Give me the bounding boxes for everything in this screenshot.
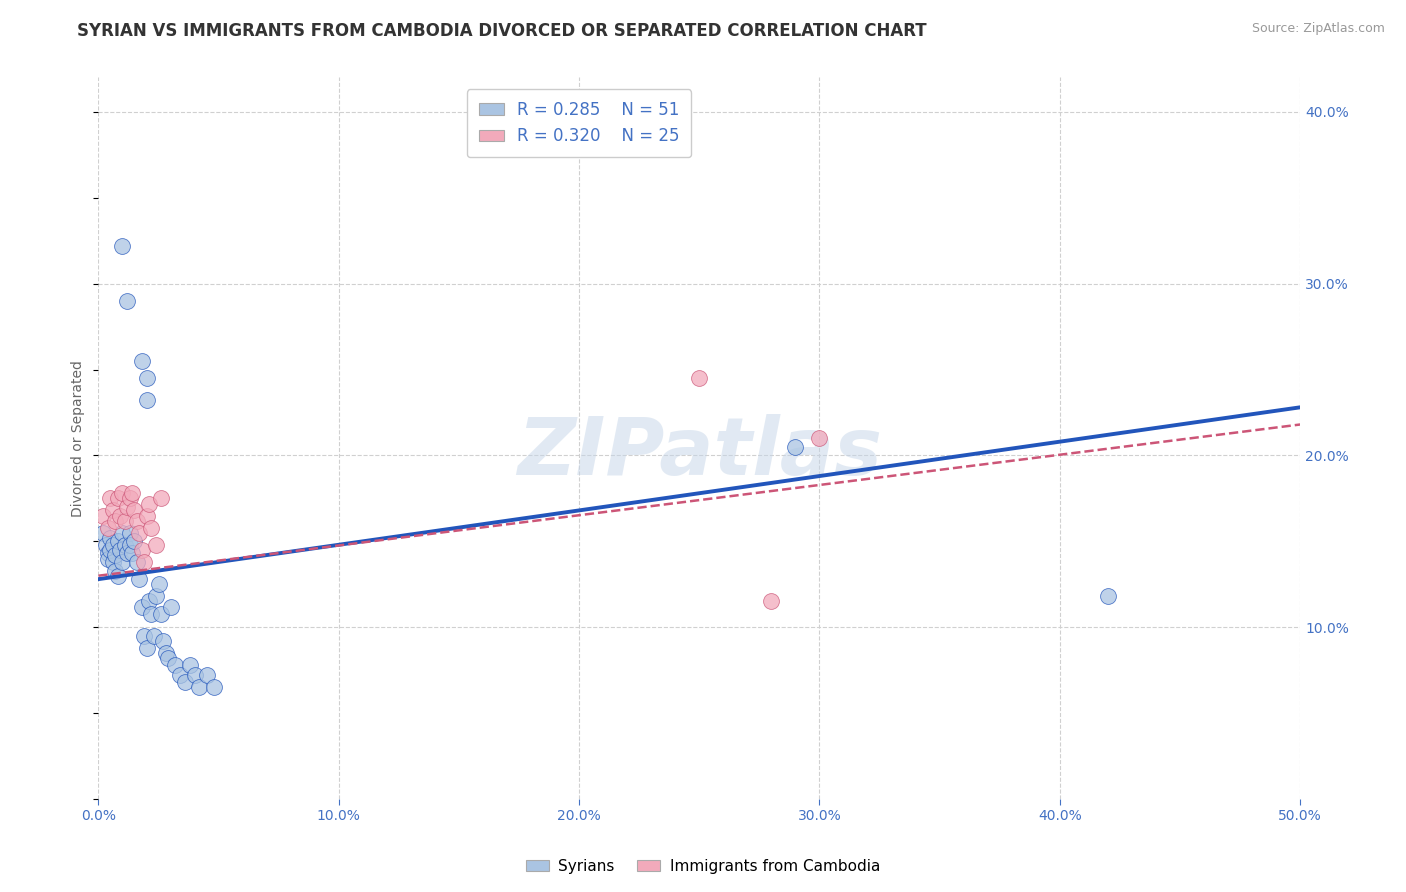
- Legend: R = 0.285    N = 51, R = 0.320    N = 25: R = 0.285 N = 51, R = 0.320 N = 25: [467, 89, 692, 157]
- Text: SYRIAN VS IMMIGRANTS FROM CAMBODIA DIVORCED OR SEPARATED CORRELATION CHART: SYRIAN VS IMMIGRANTS FROM CAMBODIA DIVOR…: [77, 22, 927, 40]
- Point: [111, 239, 134, 253]
- Text: ZIPatlas: ZIPatlas: [517, 414, 882, 491]
- Point: [1097, 590, 1119, 604]
- Point: [94, 538, 117, 552]
- Point: [149, 491, 172, 506]
- Point: [114, 514, 136, 528]
- Point: [128, 572, 150, 586]
- Point: [138, 594, 160, 608]
- Point: [101, 503, 124, 517]
- Point: [108, 508, 131, 523]
- Point: [111, 486, 134, 500]
- Point: [159, 599, 181, 614]
- Point: [142, 629, 165, 643]
- Point: [152, 634, 174, 648]
- Point: [183, 668, 205, 682]
- Point: [97, 520, 120, 534]
- Point: [125, 555, 148, 569]
- Point: [145, 590, 167, 604]
- Point: [138, 497, 160, 511]
- Point: [100, 491, 122, 506]
- Point: [101, 555, 124, 569]
- Point: [131, 354, 153, 368]
- Point: [808, 431, 831, 445]
- Point: [195, 668, 218, 682]
- Point: [135, 640, 157, 655]
- Point: [114, 538, 136, 552]
- Point: [125, 514, 148, 528]
- Point: [124, 503, 146, 517]
- Y-axis label: Divorced or Separated: Divorced or Separated: [72, 359, 86, 516]
- Point: [124, 534, 146, 549]
- Point: [118, 491, 141, 506]
- Point: [91, 508, 114, 523]
- Point: [135, 371, 157, 385]
- Point: [104, 548, 127, 562]
- Point: [761, 594, 783, 608]
- Point: [104, 514, 127, 528]
- Point: [121, 546, 143, 560]
- Point: [121, 486, 143, 500]
- Point: [118, 525, 141, 540]
- Point: [117, 293, 139, 308]
- Point: [157, 651, 180, 665]
- Point: [100, 531, 122, 545]
- Point: [174, 675, 197, 690]
- Point: [131, 599, 153, 614]
- Point: [131, 543, 153, 558]
- Point: [785, 440, 807, 454]
- Point: [169, 668, 191, 682]
- Point: [188, 681, 211, 695]
- Point: [165, 658, 187, 673]
- Point: [118, 538, 141, 552]
- Point: [145, 538, 167, 552]
- Point: [91, 525, 114, 540]
- Point: [107, 568, 129, 582]
- Point: [117, 546, 139, 560]
- Point: [135, 508, 157, 523]
- Point: [141, 607, 163, 621]
- Point: [100, 543, 122, 558]
- Point: [117, 500, 139, 514]
- Point: [128, 525, 150, 540]
- Text: Source: ZipAtlas.com: Source: ZipAtlas.com: [1251, 22, 1385, 36]
- Point: [107, 534, 129, 549]
- Point: [179, 658, 201, 673]
- Point: [148, 577, 170, 591]
- Point: [132, 629, 155, 643]
- Point: [111, 525, 134, 540]
- Legend: Syrians, Immigrants from Cambodia: Syrians, Immigrants from Cambodia: [520, 853, 886, 880]
- Point: [104, 564, 127, 578]
- Point: [101, 538, 124, 552]
- Point: [141, 520, 163, 534]
- Point: [688, 371, 710, 385]
- Point: [111, 555, 134, 569]
- Point: [135, 393, 157, 408]
- Point: [108, 543, 131, 558]
- Point: [202, 681, 225, 695]
- Point: [97, 551, 120, 566]
- Point: [132, 555, 155, 569]
- Point: [97, 546, 120, 560]
- Point: [149, 607, 172, 621]
- Point: [107, 491, 129, 506]
- Point: [155, 646, 177, 660]
